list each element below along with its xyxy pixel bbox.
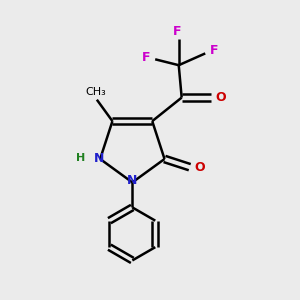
Text: N: N (127, 174, 137, 188)
Text: O: O (215, 91, 226, 104)
Text: F: F (173, 25, 182, 38)
Text: H: H (76, 152, 85, 163)
Text: O: O (195, 161, 206, 174)
Text: CH₃: CH₃ (85, 87, 106, 97)
Text: F: F (210, 44, 218, 57)
Text: F: F (142, 51, 150, 64)
Text: N: N (94, 152, 104, 166)
